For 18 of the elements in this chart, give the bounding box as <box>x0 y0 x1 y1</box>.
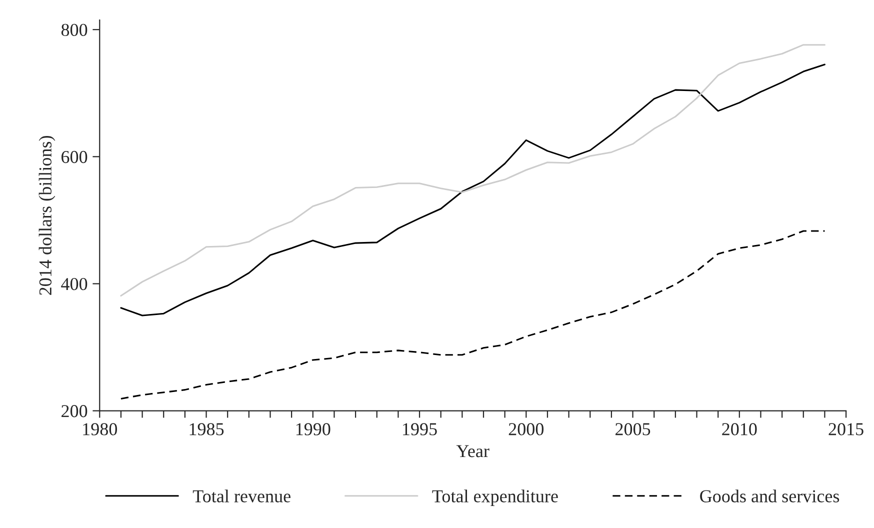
legend-label: Total revenue <box>192 490 290 502</box>
line-series <box>120 230 826 400</box>
x-tick-label: 2000 <box>508 423 544 436</box>
x-tick-label: 1995 <box>403 423 437 436</box>
y-tick-label: 600 <box>62 150 88 164</box>
y-axis-title: 2014 dollars (billions) <box>38 136 56 295</box>
x-tick-label: 2015 <box>828 423 864 436</box>
y-tick-label: 400 <box>61 278 88 290</box>
x-tick-label: 1985 <box>190 423 224 436</box>
x-tick-label: 1980 <box>83 423 118 436</box>
x-tick-label: 2005 <box>616 423 650 436</box>
y-tick-label: 200 <box>62 405 88 418</box>
legend-label: Total expenditure <box>432 490 558 506</box>
x-axis-title: Year <box>456 445 490 458</box>
x-tick-label: 1990 <box>296 423 330 436</box>
legend-label: Goods and services <box>700 490 840 502</box>
x-tick-label: 2010 <box>722 423 757 436</box>
y-tick-label: 800 <box>61 24 88 36</box>
